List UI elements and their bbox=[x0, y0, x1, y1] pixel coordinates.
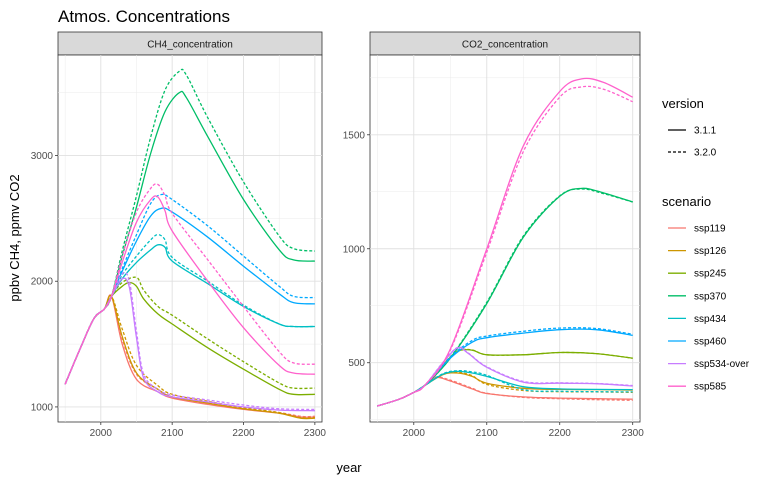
x-tick-label: 2300 bbox=[622, 428, 645, 439]
legend-version-label: 3.2.0 bbox=[694, 148, 717, 159]
legend-version: version 3.1.1 3.2.0 bbox=[662, 96, 717, 159]
plot-area-co2 bbox=[369, 54, 641, 423]
legend-version-title: version bbox=[662, 96, 704, 111]
x-tick-label: 2000 bbox=[403, 428, 426, 439]
panel-co2: CO2_concentration 500 1000 1500 2000 2100 22… bbox=[343, 31, 645, 439]
x-axis-co2: 2000 2100 2200 2300 bbox=[403, 422, 645, 439]
legend-scenario-label: ssp534-over bbox=[694, 359, 750, 370]
legend-scenario-label: ssp119 bbox=[694, 224, 726, 235]
y-axis-co2: 500 1000 1500 bbox=[343, 130, 370, 369]
legend-version-label: 3.1.1 bbox=[694, 126, 717, 137]
series-lines-ch4 bbox=[64, 68, 315, 420]
series-line-ssp585-3-2-0 bbox=[64, 183, 315, 385]
y-tick-label: 500 bbox=[348, 358, 365, 369]
legend-scenario-label: ssp370 bbox=[694, 291, 727, 302]
x-tick-label: 2200 bbox=[232, 428, 255, 439]
y-axis-ch4: 1000 2000 3000 bbox=[31, 151, 58, 413]
legend-scenario-title: scenario bbox=[662, 194, 711, 209]
y-tick-label: 2000 bbox=[31, 277, 54, 288]
y-tick-label: 1000 bbox=[31, 402, 54, 413]
y-tick-label: 3000 bbox=[31, 151, 54, 162]
legend-scenario: scenario ssp119 ssp126 ssp245 ssp370 ssp434 s… bbox=[662, 194, 750, 393]
x-tick-label: 2100 bbox=[476, 428, 499, 439]
series-line-ssp460-3-2-0 bbox=[377, 327, 633, 407]
legend-scenario-label: ssp245 bbox=[694, 269, 727, 280]
legend-scenario-label: ssp585 bbox=[694, 382, 727, 393]
y-tick-label: 1000 bbox=[343, 244, 366, 255]
legend-scenario-label: ssp434 bbox=[694, 314, 727, 325]
y-tick-label: 1500 bbox=[343, 130, 366, 141]
series-line-ssp434-3-2-0 bbox=[64, 234, 315, 385]
x-axis-title: year bbox=[336, 460, 362, 475]
gridlines-ch4 bbox=[58, 55, 322, 422]
series-lines-co2 bbox=[377, 77, 633, 407]
legend-scenario-label: ssp126 bbox=[694, 246, 727, 257]
legend-scenario-label: ssp460 bbox=[694, 337, 727, 348]
series-line-ssp585-3-2-0 bbox=[377, 85, 633, 407]
x-tick-label: 2000 bbox=[90, 428, 113, 439]
x-tick-label: 2200 bbox=[549, 428, 572, 439]
series-line-ssp585-3-1-1 bbox=[64, 195, 315, 385]
strip-label-co2: CO2_concentration bbox=[462, 40, 548, 51]
strip-label-ch4: CH4_concentration bbox=[147, 40, 233, 51]
plot-area-ch4 bbox=[57, 54, 323, 423]
y-axis-title: ppbv CH4, ppmv CO2 bbox=[7, 174, 22, 301]
x-tick-label: 2300 bbox=[304, 428, 327, 439]
x-axis-ch4: 2000 2100 2200 2300 bbox=[90, 422, 327, 439]
chart-title: Atmos. Concentrations bbox=[58, 7, 230, 26]
x-tick-label: 2100 bbox=[161, 428, 184, 439]
